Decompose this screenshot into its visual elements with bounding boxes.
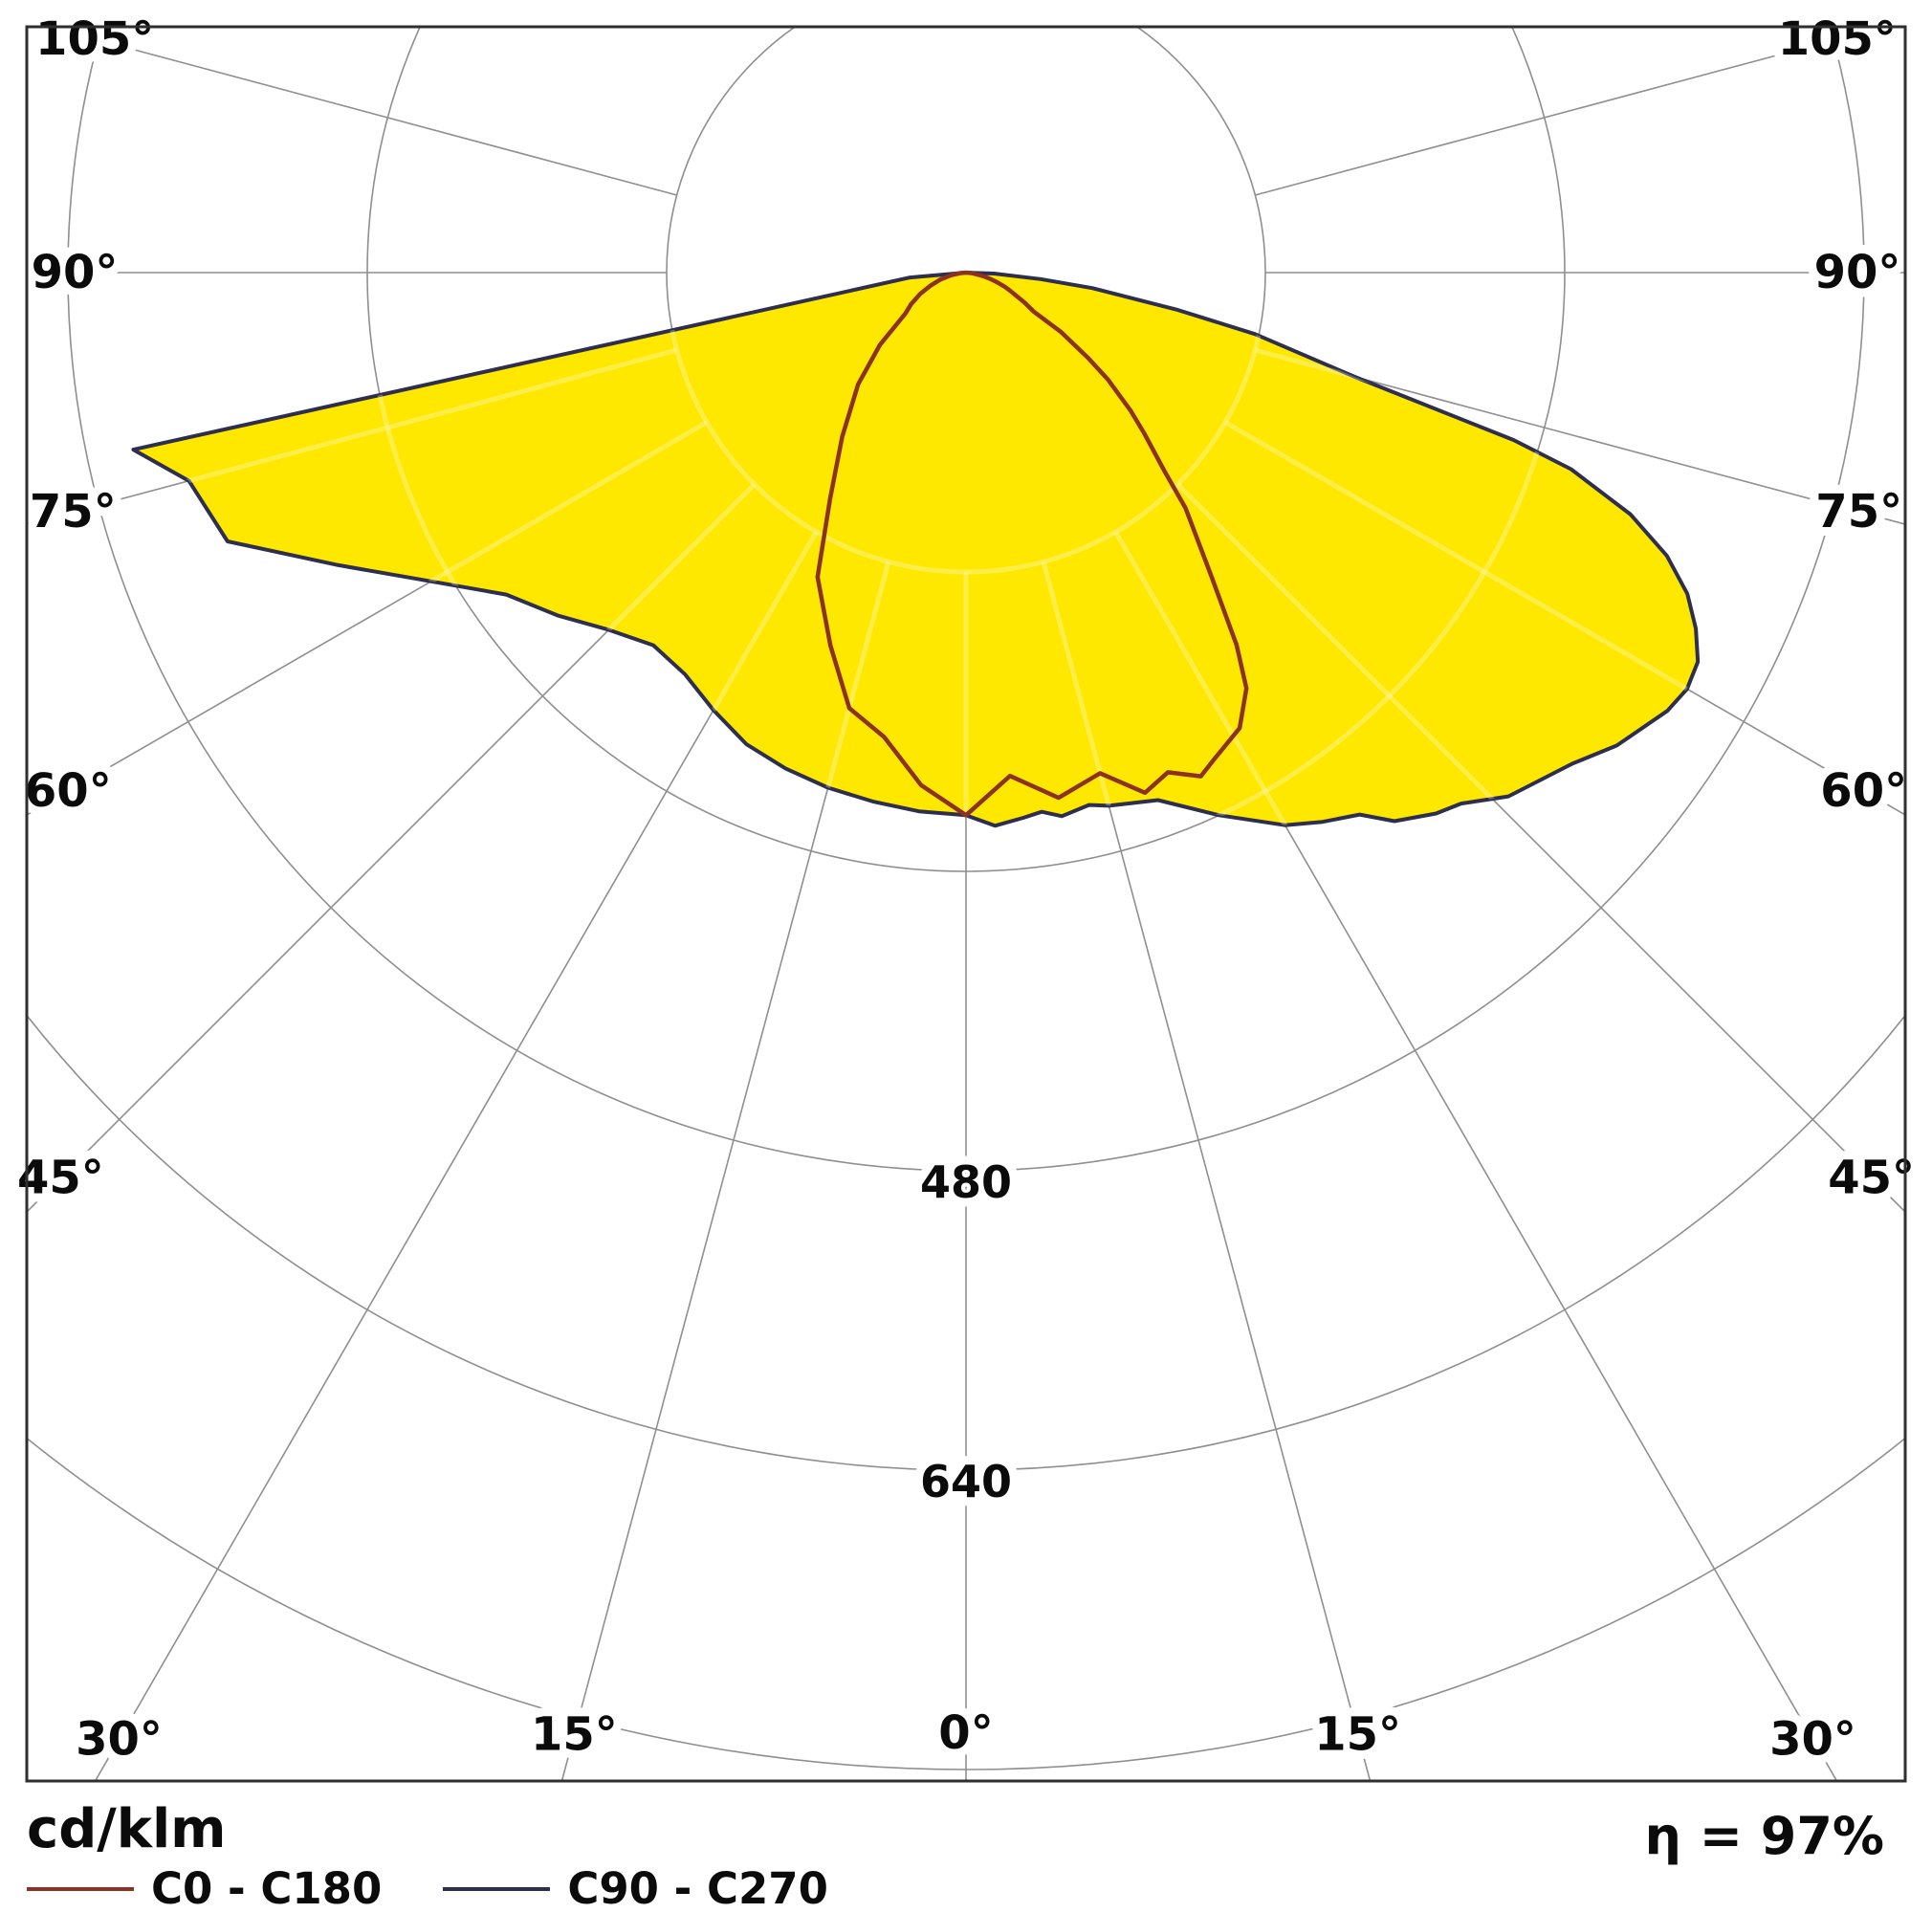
angle-label-right-75: 75° xyxy=(1815,485,1902,539)
legend-label-c0-c180: C0 - C180 xyxy=(151,1863,383,1913)
angle-label-left-75: 75° xyxy=(30,485,117,539)
angle-label-left-15: 15° xyxy=(531,1708,618,1762)
legend-label-c90-c270: C90 - C270 xyxy=(567,1863,828,1913)
angle-label-right-30: 30° xyxy=(1769,1713,1856,1767)
radial-line-left-30 xyxy=(94,531,818,1781)
ring-label-480: 480 xyxy=(920,1156,1012,1208)
legend-line-c90-c270-swatch xyxy=(443,1886,551,1891)
plot-frame xyxy=(25,25,1907,1783)
legend-item-c0-c180: C0 - C180 xyxy=(27,1863,382,1913)
angle-label-left-90: 90° xyxy=(32,246,119,299)
angle-label-right-15: 15° xyxy=(1314,1708,1401,1762)
angle-label-right-90: 90° xyxy=(1814,246,1901,299)
efficiency-label: η = 97% xyxy=(1644,1806,1884,1866)
angle-label-right-0: 0° xyxy=(938,1706,993,1760)
angle-label-left-45: 45° xyxy=(17,1152,104,1205)
legend-line-c0-c180-swatch xyxy=(27,1886,134,1891)
chart-legend: C0 - C180 C90 - C270 xyxy=(27,1863,828,1913)
angle-label-right-45: 45° xyxy=(1828,1152,1915,1205)
c0-c180-curve xyxy=(815,270,1249,818)
angle-label-left-60: 60° xyxy=(25,764,112,818)
unit-label: cd/klm xyxy=(27,1798,227,1860)
radial-line-left-105 xyxy=(48,27,677,196)
c90-c270-curve xyxy=(131,271,1701,828)
angle-label-left-30: 30° xyxy=(76,1713,163,1767)
angle-label-right-105: 105° xyxy=(1778,12,1897,66)
legend-item-c90-c270: C90 - C270 xyxy=(443,1863,828,1913)
radial-line-right-105 xyxy=(1255,27,1884,196)
angle-label-left-105: 105° xyxy=(35,12,154,66)
ring-label-640: 640 xyxy=(920,1456,1012,1507)
angle-label-right-60: 60° xyxy=(1820,764,1907,818)
